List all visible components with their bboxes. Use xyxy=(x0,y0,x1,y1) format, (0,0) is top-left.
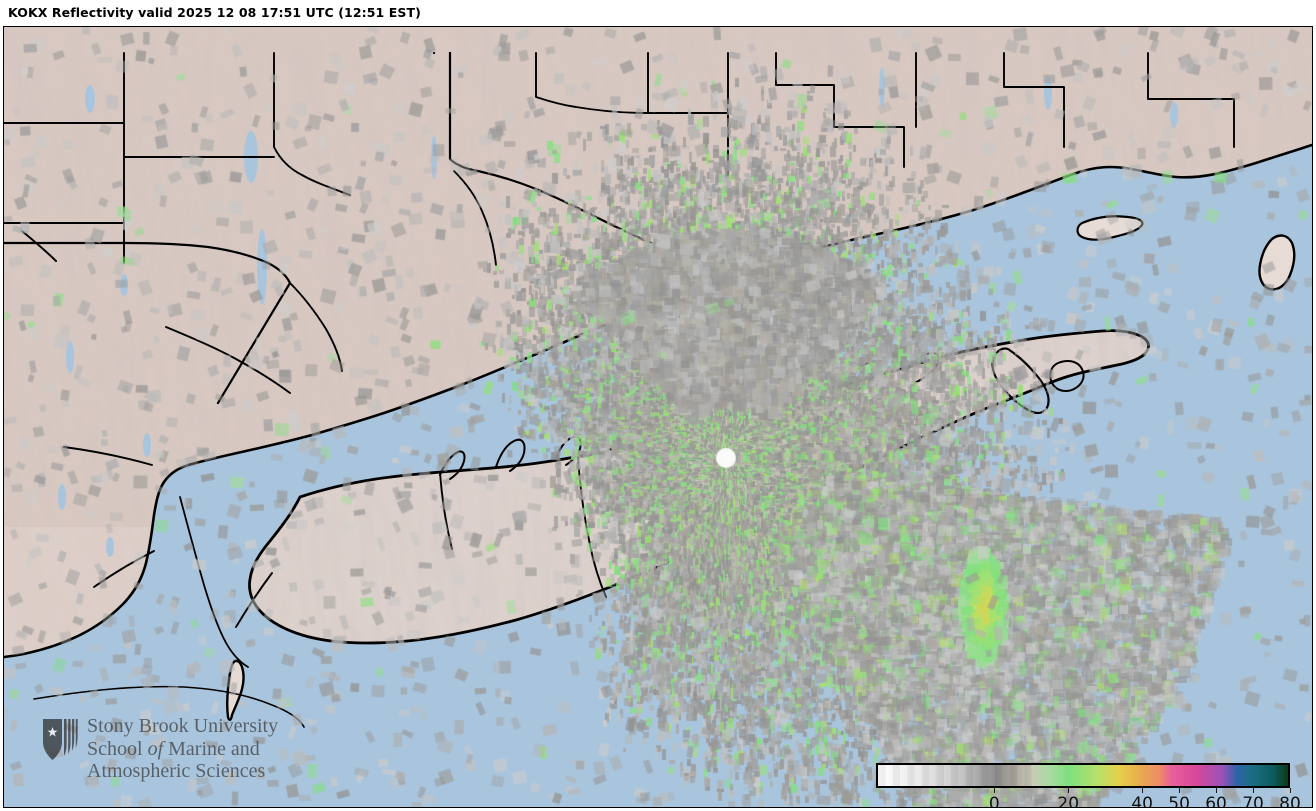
logo-line-1: Stony Brook University xyxy=(87,715,279,737)
colorbar-band-overlay xyxy=(878,765,1288,786)
logo-text-block: Stony Brook University School of Marine … xyxy=(87,715,278,783)
colorbar-gradient xyxy=(878,765,1288,786)
colorbar-tick xyxy=(1179,788,1181,793)
colorbar-tick xyxy=(1290,788,1291,793)
logo-line-2a: School xyxy=(87,737,148,760)
colorbar-tick-label: 50 xyxy=(1168,794,1190,808)
colorbar-bar xyxy=(876,763,1290,788)
basemap-layer xyxy=(4,27,1312,807)
shield-icon xyxy=(43,719,78,760)
colorbar-tick-labels: 0 20 40 50 60 70 80 xyxy=(876,794,1301,808)
colorbar-tick-label: 0 xyxy=(988,794,1000,808)
stony-brook-logo: Stony Brook University School of Marine … xyxy=(42,715,278,783)
colorbar-tick-label: 70 xyxy=(1242,794,1264,808)
page-title: KOKX Reflectivity valid 2025 12 08 17:51… xyxy=(8,5,421,20)
colorbar-tick xyxy=(1068,788,1070,793)
colorbar-ticks xyxy=(876,788,1291,796)
logo-line-3: Atmospheric Sciences xyxy=(87,760,266,783)
logo-line-2-italic: of xyxy=(147,737,164,760)
colorbar-tick xyxy=(1253,788,1255,793)
colorbar-tick xyxy=(1142,788,1144,793)
title-bar: KOKX Reflectivity valid 2025 12 08 17:51… xyxy=(0,0,1316,26)
logo-line-2b: Marine and xyxy=(163,737,260,760)
colorbar-tick-label: 40 xyxy=(1131,794,1153,808)
colorbar-tick-label: 20 xyxy=(1057,794,1080,808)
colorbar-tick-label: 80 xyxy=(1279,794,1301,808)
logo-line-2: School of Marine and xyxy=(87,738,278,761)
basemap-svg xyxy=(4,27,1312,807)
colorbar-tick-label: 60 xyxy=(1205,794,1227,808)
colorbar-tick xyxy=(1216,788,1218,793)
colorbar-tick xyxy=(994,788,996,793)
colorbar: 0 20 40 50 60 70 80 xyxy=(876,763,1301,808)
map-frame[interactable]: Stony Brook University School of Marine … xyxy=(3,26,1313,808)
